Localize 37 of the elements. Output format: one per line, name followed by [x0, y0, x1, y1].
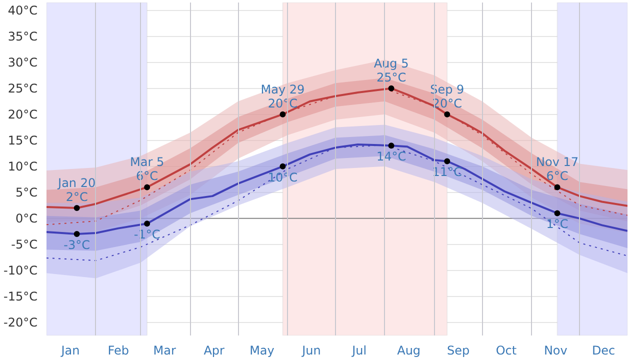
- annotation: 14°C: [376, 150, 406, 164]
- x-tick-label: Sep: [447, 344, 470, 358]
- x-tick-label: Oct: [496, 344, 517, 358]
- annotation: Nov 17 6°C: [536, 155, 579, 184]
- y-tick-label: 30°C: [8, 55, 38, 70]
- y-tick-label: -20°C: [4, 315, 38, 330]
- x-tick-label: Apr: [204, 344, 225, 358]
- x-tick-label: Dec: [592, 344, 616, 358]
- line-series: [46, 144, 628, 262]
- y-tick-label: 15°C: [8, 133, 38, 148]
- y-tick-label: 10°C: [8, 159, 38, 174]
- x-tick-label: Aug: [397, 344, 421, 358]
- y-tick-label: 40°C: [8, 3, 38, 18]
- y-tick-label: 25°C: [8, 81, 38, 96]
- y-tick-label: 0°C: [15, 211, 38, 226]
- annotation: Jan 20 2°C: [57, 176, 96, 204]
- y-tick-label: 35°C: [8, 29, 38, 44]
- annotation: Aug 5 25°C: [374, 56, 409, 84]
- y-tick-label: -10°C: [4, 263, 38, 278]
- annotation: 11°C: [432, 165, 462, 180]
- x-tick-label: Jul: [351, 344, 367, 358]
- annotation: Sep 9 20°C: [430, 82, 464, 110]
- x-tick-label: Jan: [60, 344, 80, 358]
- annotation: -1°C: [134, 228, 160, 242]
- annotation: 10°C: [268, 170, 298, 184]
- annotation: -3°C: [64, 238, 90, 252]
- x-tick-label: Mar: [153, 344, 176, 358]
- x-tick-label: Jun: [301, 344, 321, 358]
- y-tick-label: 20°C: [8, 107, 38, 122]
- y-tick-label: 5°C: [15, 185, 38, 200]
- x-tick-label: May: [250, 344, 274, 358]
- x-tick-label: Nov: [544, 344, 568, 358]
- x-tick-label: Feb: [108, 344, 129, 358]
- annotation: 1°C: [546, 217, 568, 232]
- y-tick-label: -5°C: [11, 237, 38, 252]
- y-tick-label: -15°C: [4, 289, 38, 304]
- annotation: May 29 20°C: [260, 82, 305, 110]
